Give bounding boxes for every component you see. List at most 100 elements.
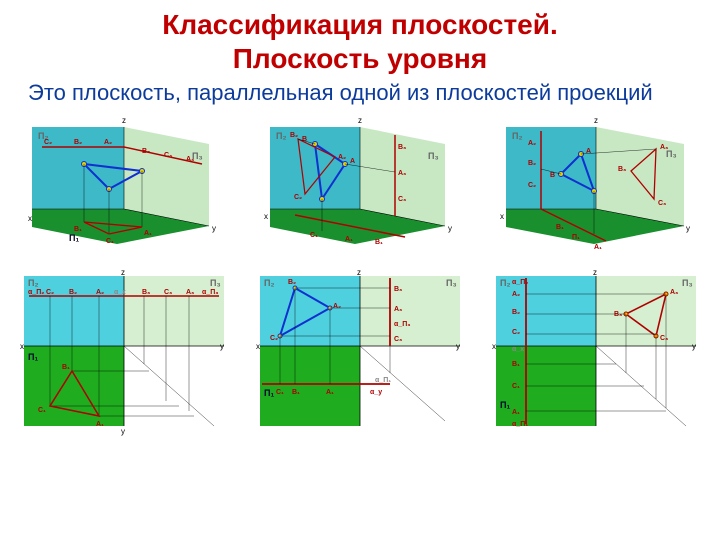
slide-title: Классификация плоскостей. Плоскость уров… xyxy=(0,0,720,75)
svg-text:x: x xyxy=(256,342,260,351)
svg-text:B: B xyxy=(550,172,555,179)
svg-text:C₁: C₁ xyxy=(276,389,284,396)
svg-text:A₂: A₂ xyxy=(96,289,104,296)
svg-text:z: z xyxy=(594,116,598,125)
svg-text:П₃: П₃ xyxy=(428,151,439,161)
svg-text:П₁: П₁ xyxy=(500,400,510,410)
svg-text:α_z: α_z xyxy=(114,289,126,296)
svg-text:B₃: B₃ xyxy=(618,166,626,173)
svg-text:A₂: A₂ xyxy=(333,303,341,310)
definition-text: Это плоскость, параллельная одной из пло… xyxy=(0,75,720,107)
svg-text:α_П₃: α_П₃ xyxy=(394,321,410,328)
svg-text:y: y xyxy=(220,342,224,351)
svg-text:A₃: A₃ xyxy=(670,289,678,296)
svg-text:B₂: B₂ xyxy=(290,132,298,139)
svg-text:z: z xyxy=(122,116,126,125)
svg-text:x: x xyxy=(264,212,268,221)
svg-text:A₁: A₁ xyxy=(144,230,152,237)
svg-text:y: y xyxy=(692,342,696,351)
svg-text:B₂: B₂ xyxy=(69,289,77,296)
svg-text:B₂: B₂ xyxy=(288,279,296,286)
svg-text:x: x xyxy=(28,214,32,223)
svg-text:C₃: C₃ xyxy=(660,335,668,342)
pi1-label: П₁ xyxy=(69,233,79,243)
svg-text:B₁: B₁ xyxy=(375,239,383,246)
svg-text:A₃: A₃ xyxy=(186,289,194,296)
svg-text:A₃: A₃ xyxy=(394,306,402,313)
svg-text:x: x xyxy=(500,212,504,221)
svg-text:П₃: П₃ xyxy=(682,278,693,288)
svg-text:α_П₃: α_П₃ xyxy=(202,289,218,296)
svg-text:C₃: C₃ xyxy=(398,196,406,203)
svg-text:П₂: П₂ xyxy=(500,278,510,288)
svg-text:B₁: B₁ xyxy=(512,361,520,368)
svg-text:П₁: П₁ xyxy=(28,352,38,362)
svg-text:z: z xyxy=(121,268,125,277)
svg-text:A₂: A₂ xyxy=(338,154,346,161)
svg-text:П₁: П₁ xyxy=(264,388,274,398)
svg-text:α_x: α_x xyxy=(512,346,524,353)
svg-text:C₂: C₂ xyxy=(270,335,278,342)
svg-text:A₁: A₁ xyxy=(326,389,334,396)
svg-text:y: y xyxy=(456,342,460,351)
svg-text:y: y xyxy=(121,427,125,436)
svg-text:C₁: C₁ xyxy=(38,407,46,414)
svg-text:B₃: B₃ xyxy=(142,148,150,155)
svg-text:C₃: C₃ xyxy=(164,152,172,159)
svg-text:B₃: B₃ xyxy=(398,144,406,151)
svg-text:A₃: A₃ xyxy=(660,144,668,151)
epure-frontal: zxy П₂ П₃ П₁ B₃A₃α_П₃C₃ α_y α_П₁ B₂A₂C₂ … xyxy=(250,266,470,436)
svg-text:α_П₁: α_П₁ xyxy=(512,421,528,428)
svg-text:A₂: A₂ xyxy=(512,291,520,298)
svg-text:C₂: C₂ xyxy=(46,289,54,296)
svg-text:C₃: C₃ xyxy=(164,289,172,296)
svg-text:П₁: П₁ xyxy=(572,234,580,241)
svg-text:B₃: B₃ xyxy=(394,286,402,293)
svg-text:A₁: A₁ xyxy=(512,409,520,416)
svg-text:C₂: C₂ xyxy=(528,182,536,189)
svg-text:П₃: П₃ xyxy=(210,278,221,288)
svg-text:П₂: П₂ xyxy=(512,131,522,141)
svg-text:C₁: C₁ xyxy=(310,232,318,239)
svg-text:B₃: B₃ xyxy=(614,311,622,318)
row-epure: z x y y П₂ П₃ П₁ α_П₂ α_П₃ C₂ B₂ A₂ α_z B₃ C₃ A… xyxy=(0,266,720,436)
svg-text:A: A xyxy=(350,158,355,165)
svg-text:B₂: B₂ xyxy=(528,160,536,167)
svg-text:C₂: C₂ xyxy=(44,139,52,146)
svg-text:A₁: A₁ xyxy=(345,236,353,243)
pi3-plane xyxy=(124,127,209,226)
svg-text:A: A xyxy=(586,148,591,155)
svg-text:B₂: B₂ xyxy=(512,309,520,316)
svg-text:z: z xyxy=(357,268,361,277)
svg-text:B₁: B₁ xyxy=(62,364,70,371)
svg-text:C₂: C₂ xyxy=(294,194,302,201)
svg-text:A₂: A₂ xyxy=(104,139,112,146)
svg-text:П₂: П₂ xyxy=(264,278,274,288)
svg-text:y: y xyxy=(686,224,690,233)
svg-text:C₃: C₃ xyxy=(394,336,402,343)
axon-horizontal: z x y П₂ П₃ П₁ C₂B₂A₂ B₃C₃A₃ B₁C₁A₁ xyxy=(14,109,234,264)
svg-text:B₂: B₂ xyxy=(74,139,82,146)
epure-horizontal: zxyy П₂ П₃ П₁ α_П₂ α_П₃ C₂B₂A₂ α_z B₃C₃A… xyxy=(14,266,234,436)
svg-text:П₃: П₃ xyxy=(446,278,457,288)
svg-text:C₃: C₃ xyxy=(658,200,666,207)
svg-text:y: y xyxy=(212,224,216,233)
svg-text:C₁: C₁ xyxy=(106,238,114,245)
svg-text:A₁: A₁ xyxy=(594,244,602,251)
svg-text:α_П₁: α_П₁ xyxy=(375,377,391,384)
svg-text:x: x xyxy=(492,342,496,351)
title-line1: Классификация плоскостей. xyxy=(162,9,558,40)
epure-profile: z x y П₂ П₃ П₁ α_П₂ A₂ B₂ C₂ α_x B₁ C₁ A₁ α_П₁… xyxy=(486,266,706,436)
svg-text:y: y xyxy=(448,224,452,233)
svg-text:B₁: B₁ xyxy=(292,389,300,396)
title-line2: Плоскость уровня xyxy=(233,43,487,74)
svg-text:B₁: B₁ xyxy=(556,224,564,231)
svg-text:П₂: П₂ xyxy=(28,278,38,288)
axon-profile: zxy П₂ П₃ A₂B₂C₂ A₃B₃C₃ AB B₁A₁П₁ xyxy=(486,109,706,264)
svg-text:x: x xyxy=(20,342,24,351)
svg-text:α_y: α_y xyxy=(370,389,382,396)
svg-text:C₂: C₂ xyxy=(512,329,520,336)
svg-text:α_П₂: α_П₂ xyxy=(512,279,528,286)
svg-text:C₁: C₁ xyxy=(512,383,520,390)
svg-text:z: z xyxy=(593,268,597,277)
